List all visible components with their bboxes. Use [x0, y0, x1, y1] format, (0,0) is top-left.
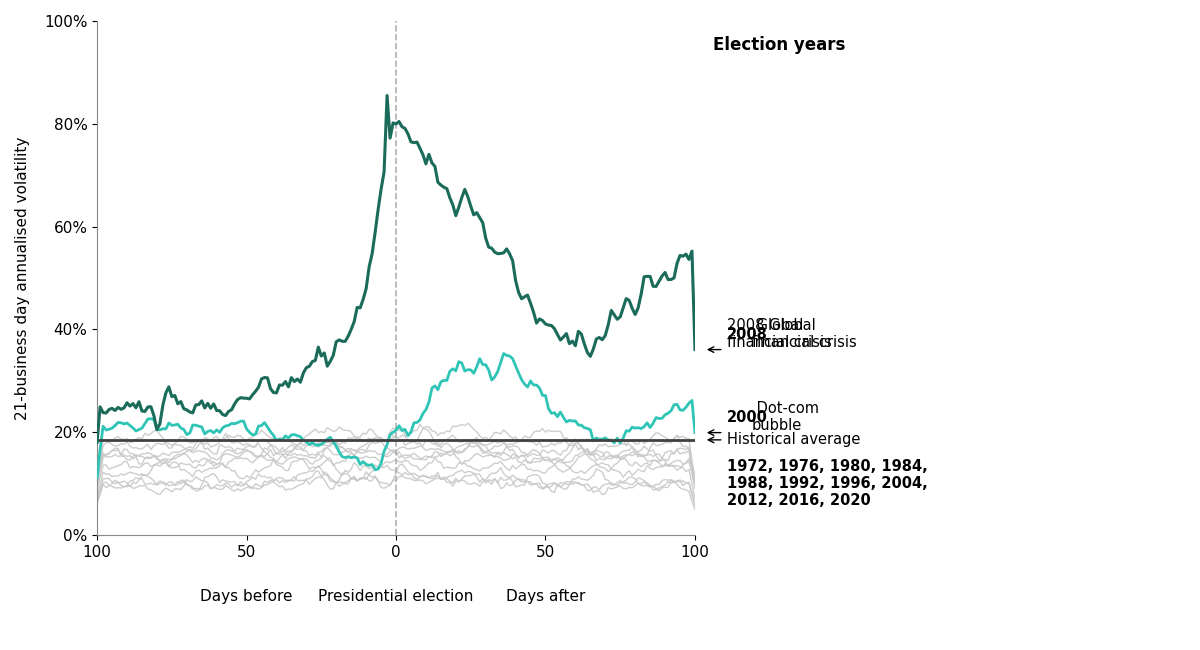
Text: 2008 Global
financial crisis: 2008 Global financial crisis — [727, 318, 832, 350]
Text: 2008: 2008 — [727, 327, 768, 342]
Text: Days after: Days after — [506, 589, 586, 604]
Text: Days before: Days before — [200, 589, 293, 604]
Text: Presidential election: Presidential election — [318, 589, 474, 604]
Text: Dot-com
bubble: Dot-com bubble — [751, 401, 818, 434]
Text: Global
financial crisis: Global financial crisis — [751, 318, 857, 350]
Text: 2000: 2000 — [727, 410, 768, 424]
Text: Historical average: Historical average — [727, 432, 860, 447]
Text: Election years: Election years — [713, 36, 845, 55]
Text: 1972, 1976, 1980, 1984,
1988, 1992, 1996, 2004,
2012, 2016, 2020: 1972, 1976, 1980, 1984, 1988, 1992, 1996… — [727, 459, 928, 508]
Y-axis label: 21-business day annualised volatility: 21-business day annualised volatility — [16, 136, 30, 420]
